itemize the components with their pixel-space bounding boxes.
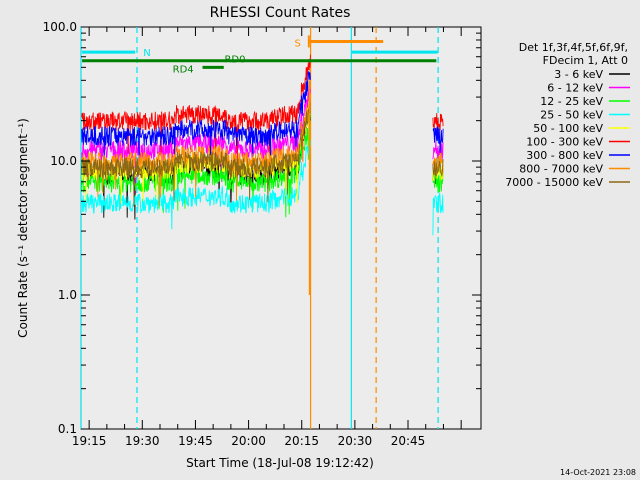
series-line xyxy=(81,92,444,206)
timestamp: 14-Oct-2021 23:08 xyxy=(560,468,636,477)
legend-label: 800 - 7000 keV xyxy=(519,163,603,176)
legend-label: 50 - 100 keV xyxy=(533,122,603,135)
x-tick-label: 19:15 xyxy=(72,434,107,448)
flag-label: RD0 xyxy=(224,55,245,66)
y-tick-label: 10.0 xyxy=(50,154,77,168)
x-axis-label: Start Time (18-Jul-08 19:12:42) xyxy=(186,456,374,470)
y-tick-label: 0.1 xyxy=(58,422,77,436)
x-tick-label: 20:15 xyxy=(284,434,319,448)
y-axis-label: Count Rate (s⁻¹ detector segment⁻¹) xyxy=(16,118,30,338)
y-tick-label: 1.0 xyxy=(58,288,77,302)
vertical-markers xyxy=(80,27,439,429)
plot-background xyxy=(80,26,482,430)
legend-label: 3 - 6 keV xyxy=(554,68,603,81)
legend-label: 6 - 12 keV xyxy=(547,82,603,95)
flag-label: RD4 xyxy=(173,64,194,75)
series-line xyxy=(81,102,444,207)
x-tick-label: 19:30 xyxy=(125,434,160,448)
legend-label: 300 - 800 keV xyxy=(526,149,603,162)
y-tick-label: 100.0 xyxy=(43,20,77,34)
axes: 0.1 1.0 10.0 100.0 19:15 19:30 19:45 20:00 20:15… xyxy=(43,20,481,448)
legend-label: 25 - 50 keV xyxy=(540,109,603,122)
series-line xyxy=(81,54,444,165)
legend-label: 100 - 300 keV xyxy=(526,136,603,149)
flag-label: N xyxy=(143,48,150,59)
x-tick-label: 20:45 xyxy=(391,434,426,448)
legend-header-line-2: FDecim 1, Att 0 xyxy=(543,54,628,67)
legend-label: 7000 - 15000 keV xyxy=(505,176,603,189)
x-tick-label: 20:00 xyxy=(231,434,266,448)
flag-bars: N S RD0 RD4 xyxy=(82,35,438,75)
x-tick-label: 19:45 xyxy=(178,434,213,448)
x-tick-label: 20:30 xyxy=(338,434,373,448)
legend-header-line-1: Det 1f,3f,4f,5f,6f,9f, xyxy=(519,41,628,54)
chart-title: RHESSI Count Rates xyxy=(210,5,351,21)
series-line xyxy=(81,71,444,173)
data-series xyxy=(81,54,444,295)
legend-label: 12 - 25 keV xyxy=(540,95,603,108)
flag-label: S xyxy=(294,38,300,49)
